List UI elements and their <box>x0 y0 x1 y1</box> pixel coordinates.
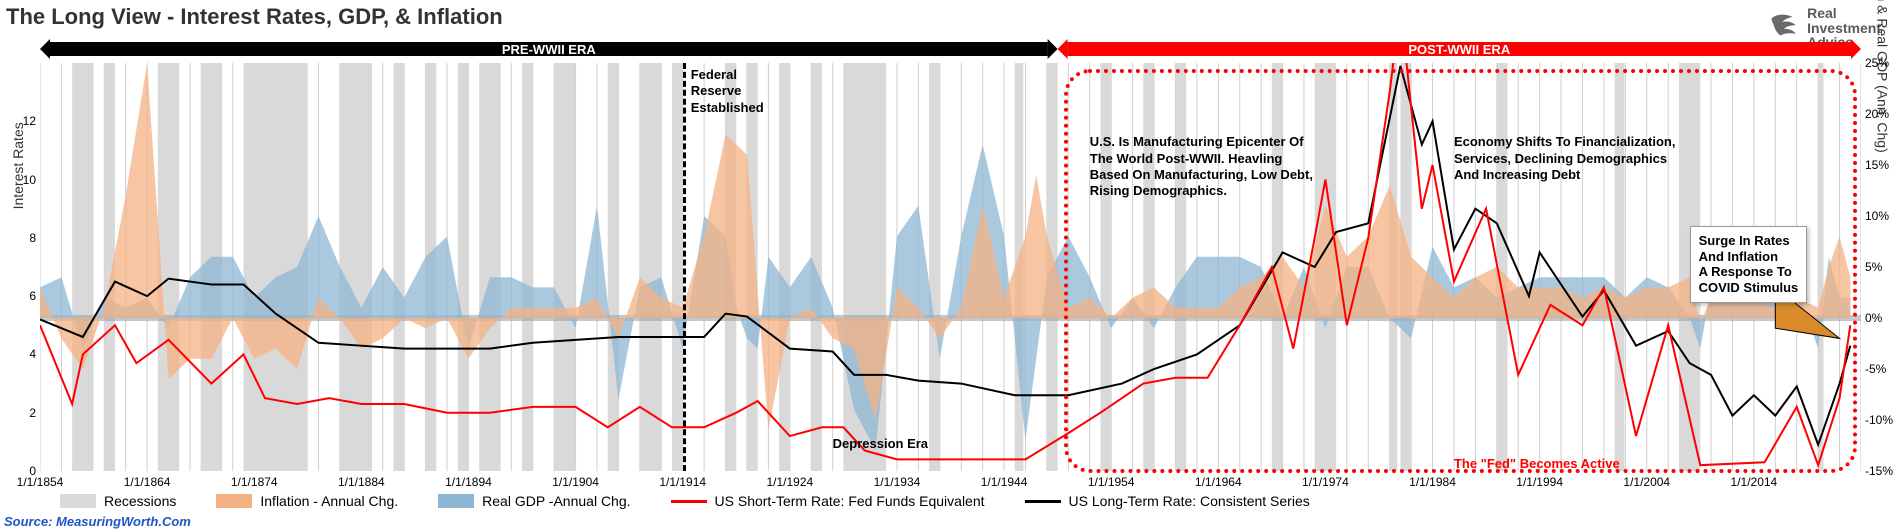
y-tick-right: 10% <box>1865 209 1889 223</box>
x-tick: 1/1/1994 <box>1516 475 1563 489</box>
legend-swatch <box>438 494 474 508</box>
x-tick: 1/1/1884 <box>338 475 385 489</box>
y-tick-right: 5% <box>1865 260 1882 274</box>
y-tick-left: 6 <box>29 289 36 303</box>
post-wwii-dashed-box <box>1064 69 1857 473</box>
svg-text:PRE-WWII ERA: PRE-WWII ERA <box>502 42 596 57</box>
y-tick-left: 10 <box>23 173 36 187</box>
x-tick: 1/1/2014 <box>1731 475 1778 489</box>
chart-area: Interest Rates Inflation & Real GDP (Ann… <box>40 35 1861 471</box>
legend-label: Inflation - Annual Chg. <box>260 493 398 509</box>
y-tick-right: 15% <box>1865 158 1889 172</box>
y-ticks-right: -15%-10%-5%0%5%10%15%20%25% <box>1865 63 1901 471</box>
x-tick: 1/1/2004 <box>1623 475 1670 489</box>
annotation-depression: Depression Era <box>833 436 928 452</box>
legend-label: Recessions <box>104 493 176 509</box>
y-ticks-left: 024681012 <box>10 63 36 471</box>
legend-item: US Short-Term Rate: Fed Funds Equivalent <box>671 493 985 509</box>
x-tick: 1/1/1924 <box>766 475 813 489</box>
chart-title: The Long View - Interest Rates, GDP, & I… <box>6 4 503 30</box>
legend-swatch <box>60 494 96 508</box>
legend-label: Real GDP -Annual Chg. <box>482 493 630 509</box>
legend-swatch <box>671 500 707 503</box>
x-tick: 1/1/1974 <box>1302 475 1349 489</box>
y-tick-right: 25% <box>1865 56 1889 70</box>
y-tick-right: -15% <box>1865 464 1893 478</box>
legend: Recessions Inflation - Annual Chg. Real GD… <box>60 493 1861 509</box>
x-tick: 1/1/1934 <box>874 475 921 489</box>
x-tick: 1/1/1914 <box>659 475 706 489</box>
x-tick: 1/1/1894 <box>445 475 492 489</box>
x-tick: 1/1/1904 <box>552 475 599 489</box>
era-overlay: PRE-WWII ERA POST-WWII ERA <box>40 35 1861 65</box>
legend-item: Real GDP -Annual Chg. <box>438 493 630 509</box>
annotation-fed-established: Federal Reserve Established <box>691 67 764 116</box>
x-ticks: 1/1/18541/1/18641/1/18741/1/18841/1/1894… <box>40 475 1861 493</box>
x-tick: 1/1/1854 <box>17 475 64 489</box>
y-tick-left: 12 <box>23 114 36 128</box>
source-text: Source: MeasuringWorth.Com <box>4 514 191 529</box>
x-tick: 1/1/1874 <box>231 475 278 489</box>
legend-swatch <box>1025 500 1061 503</box>
legend-label: US Short-Term Rate: Fed Funds Equivalent <box>715 493 985 509</box>
x-tick: 1/1/1984 <box>1409 475 1456 489</box>
legend-swatch <box>216 494 252 508</box>
y-tick-right: 0% <box>1865 311 1882 325</box>
legend-label: US Long-Term Rate: Consistent Series <box>1069 493 1310 509</box>
legend-item: US Long-Term Rate: Consistent Series <box>1025 493 1310 509</box>
y-tick-right: -5% <box>1865 362 1886 376</box>
y-tick-left: 2 <box>29 406 36 420</box>
fed-established-line <box>683 63 686 471</box>
y-tick-left: 8 <box>29 231 36 245</box>
x-tick: 1/1/1954 <box>1088 475 1135 489</box>
y-tick-left: 4 <box>29 347 36 361</box>
x-tick: 1/1/1964 <box>1195 475 1242 489</box>
legend-item: Inflation - Annual Chg. <box>216 493 398 509</box>
chart-container: The Long View - Interest Rates, GDP, & I… <box>0 0 1901 531</box>
y-tick-right: -10% <box>1865 413 1893 427</box>
x-tick: 1/1/1864 <box>124 475 171 489</box>
svg-text:POST-WWII ERA: POST-WWII ERA <box>1408 42 1510 57</box>
legend-item: Recessions <box>60 493 176 509</box>
x-tick: 1/1/1944 <box>981 475 1028 489</box>
y-tick-right: 20% <box>1865 107 1889 121</box>
